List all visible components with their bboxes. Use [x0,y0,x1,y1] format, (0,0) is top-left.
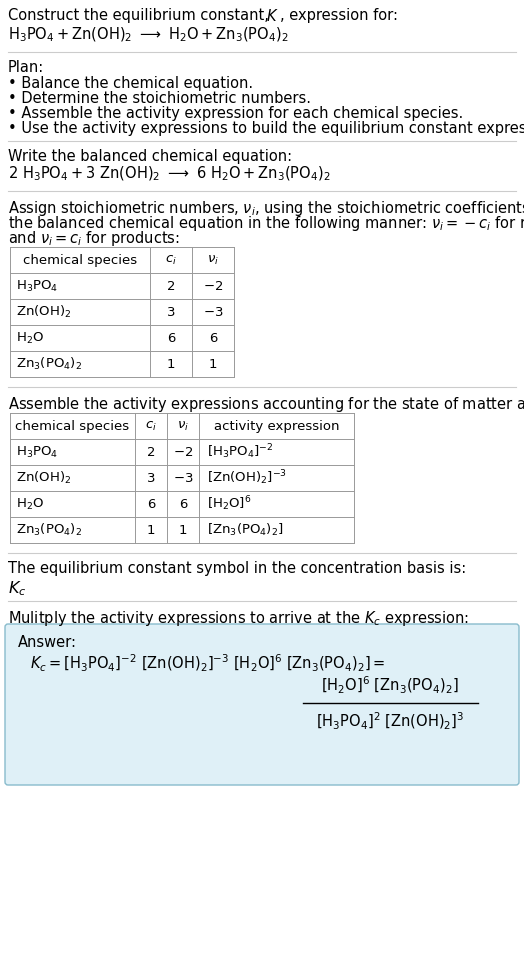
Text: 6: 6 [167,331,175,345]
Text: $-3$: $-3$ [203,305,223,319]
Text: $[\mathrm{Zn_3(PO_4)_2}]$: $[\mathrm{Zn_3(PO_4)_2}]$ [207,522,283,538]
FancyBboxPatch shape [5,624,519,785]
Text: $\mathrm{Zn(OH)_2}$: $\mathrm{Zn(OH)_2}$ [16,470,71,486]
Text: $\mathrm{Zn_3(PO_4)_2}$: $\mathrm{Zn_3(PO_4)_2}$ [16,522,82,538]
Text: 3: 3 [147,472,155,484]
Text: • Determine the stoichiometric numbers.: • Determine the stoichiometric numbers. [8,91,311,106]
Text: 1: 1 [209,357,217,371]
Text: $\mathrm{Zn_3(PO_4)_2}$: $\mathrm{Zn_3(PO_4)_2}$ [16,356,82,372]
Text: $K_c = [\mathrm{H_3PO_4}]^{-2}\ [\mathrm{Zn(OH)_2}]^{-3}\ [\mathrm{H_2O}]^{6}\ [: $K_c = [\mathrm{H_3PO_4}]^{-2}\ [\mathrm… [30,653,386,673]
Text: 1: 1 [167,357,175,371]
Text: Mulitply the activity expressions to arrive at the $K_c$ expression:: Mulitply the activity expressions to arr… [8,609,469,628]
Text: $-3$: $-3$ [173,472,193,484]
Text: Answer:: Answer: [18,635,77,650]
Text: Plan:: Plan: [8,60,44,75]
Text: and $\nu_i = c_i$ for products:: and $\nu_i = c_i$ for products: [8,229,180,248]
Text: $[\mathrm{Zn(OH)_2}]^{-3}$: $[\mathrm{Zn(OH)_2}]^{-3}$ [207,469,287,487]
Text: $\mathrm{H_3PO_4}$: $\mathrm{H_3PO_4}$ [16,278,58,294]
Text: $\mathrm{H_2O}$: $\mathrm{H_2O}$ [16,497,44,511]
Text: $\mathrm{2\ H_3PO_4 + 3\ Zn(OH)_2\ \longrightarrow\ 6\ H_2O + Zn_3(PO_4)_2}$: $\mathrm{2\ H_3PO_4 + 3\ Zn(OH)_2\ \long… [8,165,331,183]
Text: Assign stoichiometric numbers, $\nu_i$, using the stoichiometric coefficients, $: Assign stoichiometric numbers, $\nu_i$, … [8,199,524,218]
Text: $-2$: $-2$ [173,446,193,458]
Text: 2: 2 [147,446,155,458]
Text: 1: 1 [147,524,155,536]
Text: chemical species: chemical species [23,253,137,267]
Text: $\mathrm{H_3PO_4}$: $\mathrm{H_3PO_4}$ [16,445,58,459]
Text: $c_i$: $c_i$ [165,253,177,267]
Text: $\mathrm{H_3PO_4 + Zn(OH)_2\ \longrightarrow\ H_2O + Zn_3(PO_4)_2}$: $\mathrm{H_3PO_4 + Zn(OH)_2\ \longrighta… [8,26,288,44]
Text: • Assemble the activity expression for each chemical species.: • Assemble the activity expression for e… [8,106,463,121]
Text: $[\mathrm{H_2O}]^{6}\ [\mathrm{Zn_3(PO_4)_2}]$: $[\mathrm{H_2O}]^{6}\ [\mathrm{Zn_3(PO_4… [321,674,459,695]
Text: $c_i$: $c_i$ [145,420,157,432]
Text: Construct the equilibrium constant,: Construct the equilibrium constant, [8,8,274,23]
Text: $\nu_i$: $\nu_i$ [177,420,189,432]
Text: 1: 1 [179,524,187,536]
Text: • Balance the chemical equation.: • Balance the chemical equation. [8,76,253,91]
Text: $-2$: $-2$ [203,279,223,293]
Text: Assemble the activity expressions accounting for the state of matter and $\nu_i$: Assemble the activity expressions accoun… [8,395,524,414]
Text: 6: 6 [209,331,217,345]
Text: • Use the activity expressions to build the equilibrium constant expression.: • Use the activity expressions to build … [8,121,524,136]
Text: Write the balanced chemical equation:: Write the balanced chemical equation: [8,149,292,164]
Text: 6: 6 [147,498,155,510]
Text: $\nu_i$: $\nu_i$ [207,253,219,267]
Text: the balanced chemical equation in the following manner: $\nu_i = -c_i$ for react: the balanced chemical equation in the fo… [8,214,524,233]
Text: $K$: $K$ [266,8,279,24]
Text: 3: 3 [167,305,175,319]
Text: $\mathrm{H_2O}$: $\mathrm{H_2O}$ [16,330,44,346]
Text: , expression for:: , expression for: [280,8,398,23]
Text: $K_c$: $K_c$ [8,579,26,598]
Text: activity expression: activity expression [214,420,339,432]
Text: 6: 6 [179,498,187,510]
Text: $\mathrm{Zn(OH)_2}$: $\mathrm{Zn(OH)_2}$ [16,304,71,320]
Text: The equilibrium constant symbol in the concentration basis is:: The equilibrium constant symbol in the c… [8,561,466,576]
Text: chemical species: chemical species [15,420,129,432]
Text: $[\mathrm{H_3PO_4}]^{2}\ [\mathrm{Zn(OH)_2}]^{3}$: $[\mathrm{H_3PO_4}]^{2}\ [\mathrm{Zn(OH)… [316,711,464,732]
Text: $[\mathrm{H_3PO_4}]^{-2}$: $[\mathrm{H_3PO_4}]^{-2}$ [207,443,274,461]
Text: $[\mathrm{H_2O}]^{6}$: $[\mathrm{H_2O}]^{6}$ [207,495,252,513]
Text: 2: 2 [167,279,175,293]
